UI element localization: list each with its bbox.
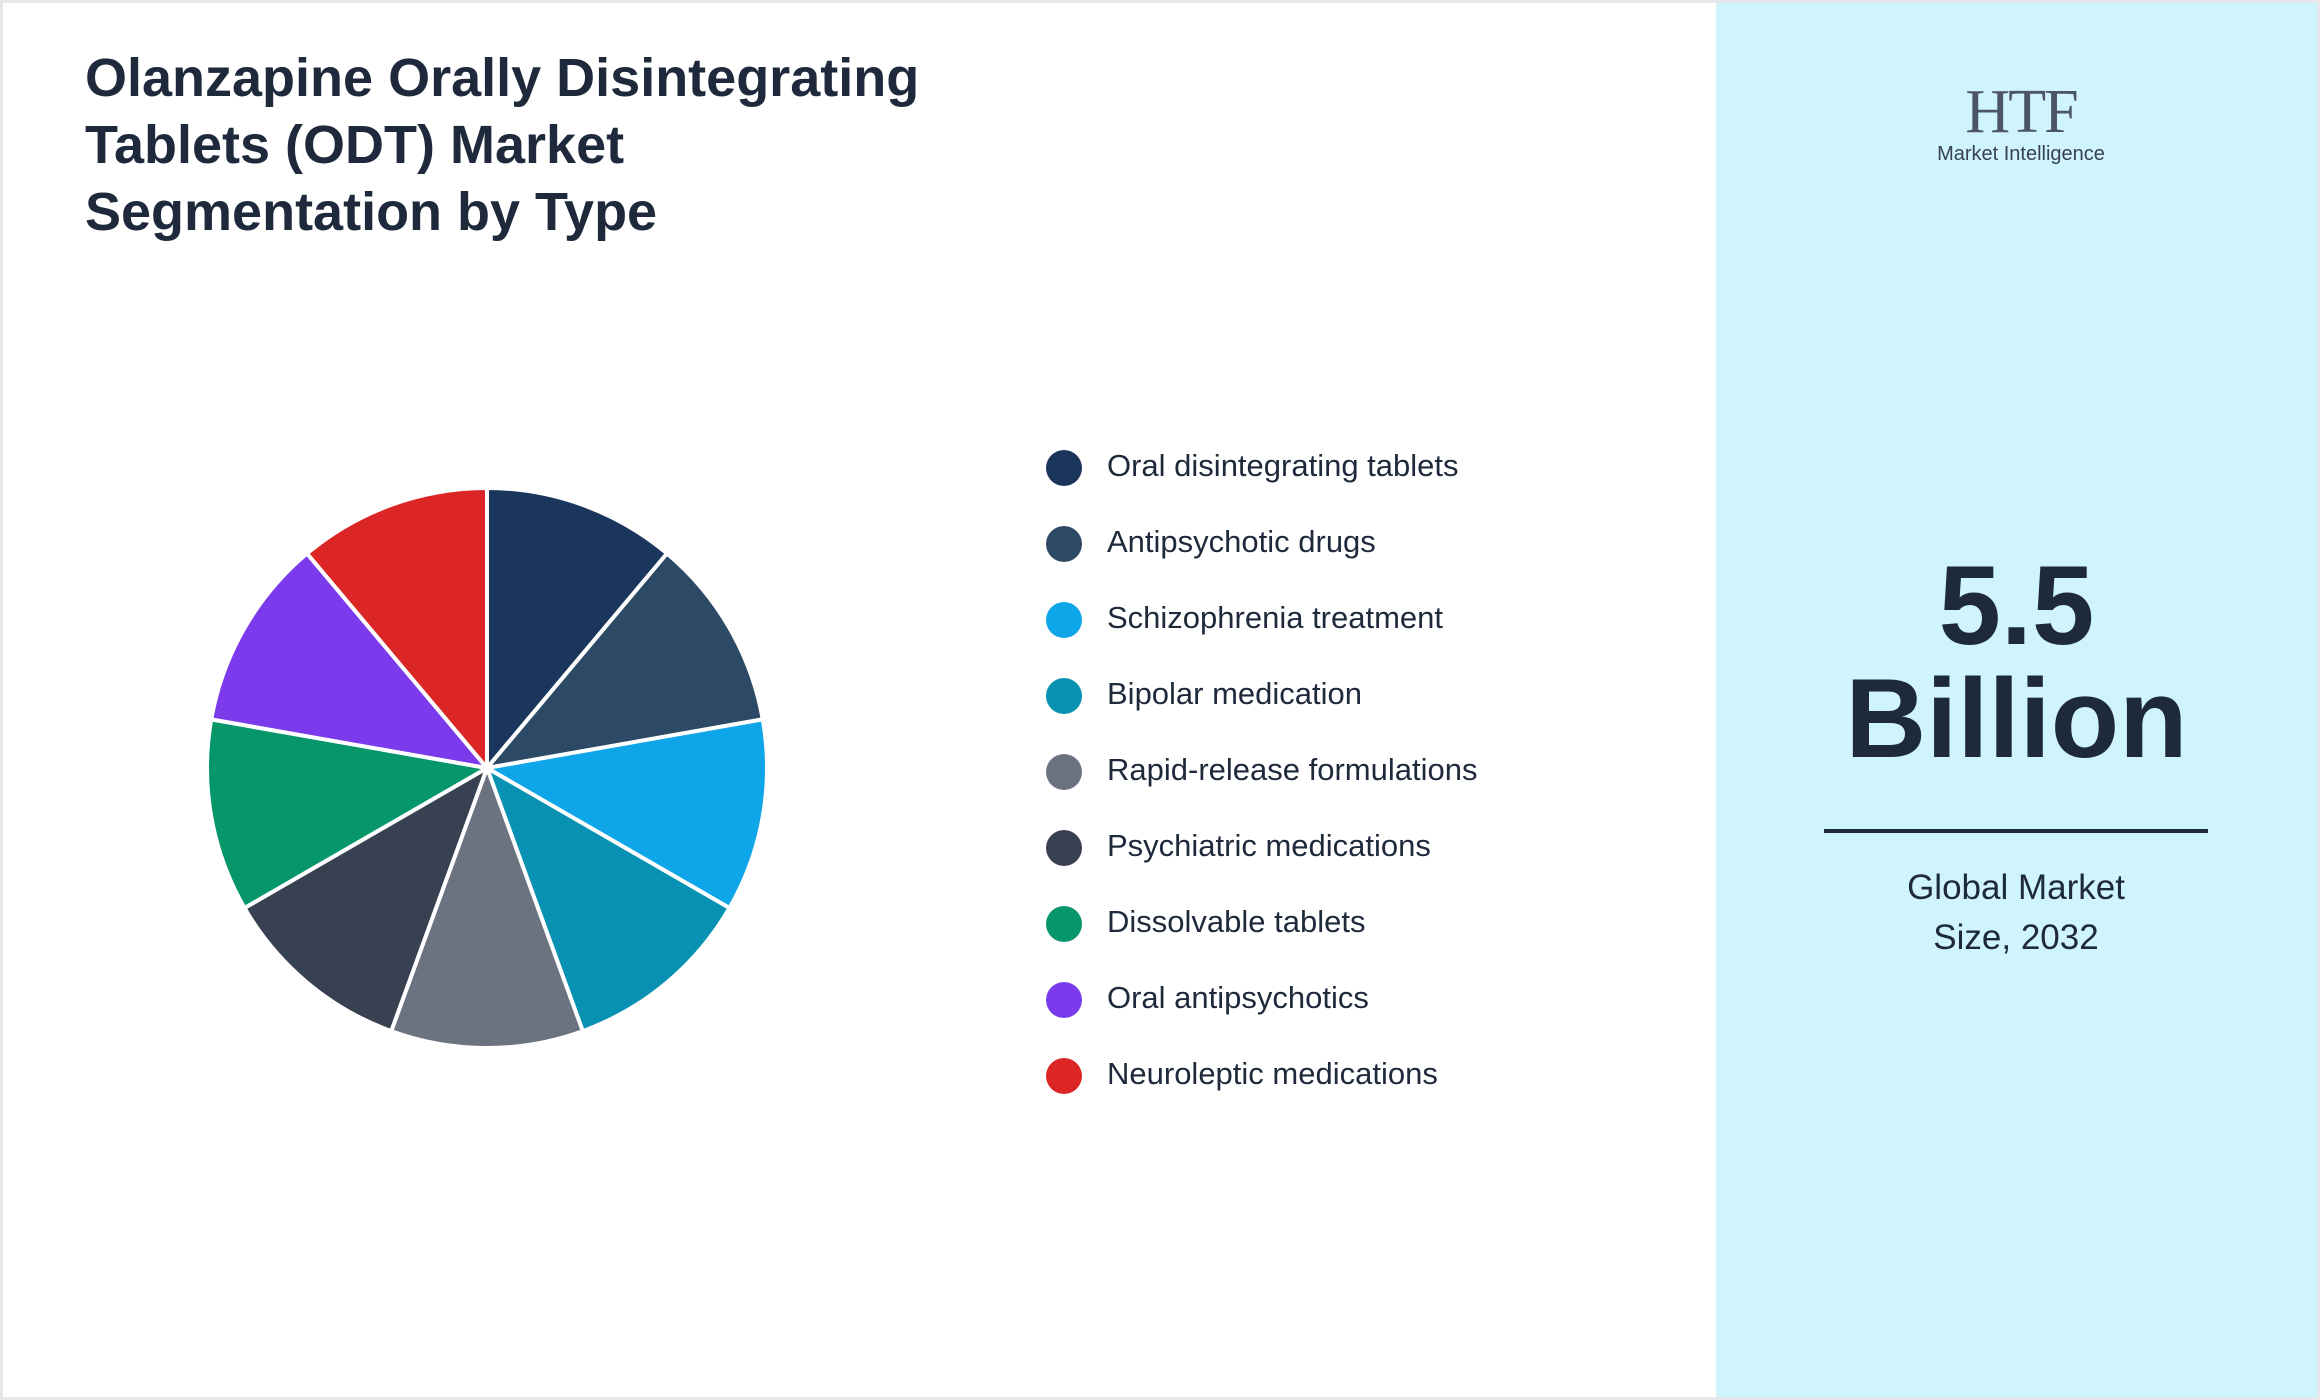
legend-label: Oral disintegrating tablets	[1107, 448, 1459, 483]
chart: Oral disintegrating tablets Antipsychotic…	[205, 448, 1477, 1094]
pie-slice	[208, 550, 493, 771]
legend-label: Schizophrenia treatment	[1107, 600, 1443, 635]
market-size-unit: Billion	[1845, 656, 2188, 781]
legend-swatch	[1046, 1058, 1082, 1094]
legend-label: Dissolvable tablets	[1107, 904, 1365, 939]
legend-swatch	[1046, 830, 1082, 866]
pie-slice	[481, 550, 766, 771]
legend-label: Bipolar medication	[1107, 676, 1362, 711]
legend-label: Rapid-release formulations	[1107, 752, 1477, 787]
pie-slice	[481, 717, 769, 911]
pie-slice	[205, 717, 493, 911]
logo-mark: HTF	[1965, 78, 2078, 146]
legend-swatch	[1046, 602, 1082, 638]
legend-swatch	[1046, 678, 1082, 714]
legend-label: Antipsychotic drugs	[1107, 524, 1376, 559]
legend-label: Psychiatric medications	[1107, 828, 1431, 863]
legend-swatch	[1046, 450, 1082, 486]
divider	[1824, 829, 2208, 833]
chart-title: Olanzapine Orally Disintegrating Tablets…	[85, 48, 920, 242]
legend-swatch	[1046, 754, 1082, 790]
pie-slice	[483, 763, 733, 1034]
logo-name: Market Intelligence	[1937, 143, 2105, 165]
pie-slice	[241, 763, 491, 1034]
market-size-value: 5.5	[1938, 543, 2095, 668]
pie-slice	[304, 485, 489, 774]
side-panel: HTF Market Intelligence 5.5 Billion Glob…	[1716, 3, 2317, 1397]
logo: HTF Market Intelligence	[1926, 81, 2116, 166]
market-size-caption: Global Market Size, 2032	[1907, 868, 2125, 957]
legend-swatch	[1046, 906, 1082, 942]
legend-swatch	[1046, 982, 1082, 1018]
legend-swatch	[1046, 526, 1082, 562]
legend-label: Oral antipsychotics	[1107, 980, 1369, 1015]
pie-slice	[388, 762, 586, 1050]
legend-label: Neuroleptic medications	[1107, 1056, 1438, 1091]
pie-slice	[485, 485, 670, 774]
